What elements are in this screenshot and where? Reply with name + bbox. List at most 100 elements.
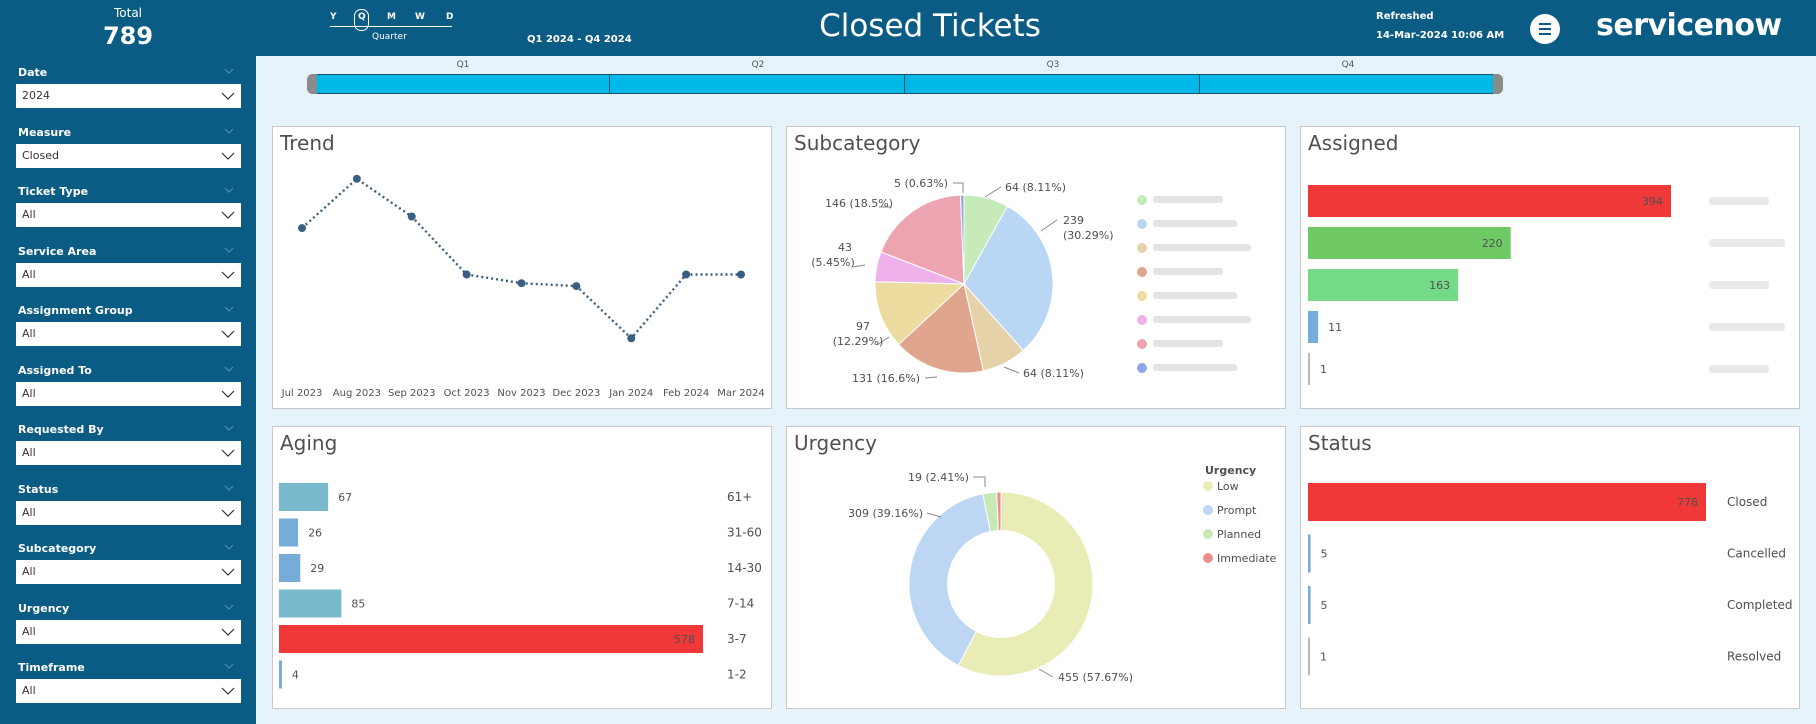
legend-marker[interactable] xyxy=(1203,553,1213,563)
filter-select-subcategory[interactable]: All xyxy=(16,560,241,584)
chevron-down-icon[interactable] xyxy=(224,126,234,136)
trend-point[interactable] xyxy=(572,282,581,291)
chevron-down-icon[interactable] xyxy=(224,483,234,493)
pie-slice[interactable] xyxy=(959,194,965,285)
filter-select-measure[interactable]: Closed xyxy=(16,143,241,168)
legend-marker[interactable] xyxy=(1203,481,1213,491)
filter-select-requested-by[interactable]: All xyxy=(16,441,241,465)
legend-marker[interactable] xyxy=(1137,315,1147,325)
timeline-bar[interactable] xyxy=(307,74,1503,94)
filter-label: Assignment Group xyxy=(18,304,133,317)
filter-label: Ticket Type xyxy=(18,185,89,198)
assigned-bar[interactable] xyxy=(1308,269,1459,301)
chevron-down-icon[interactable] xyxy=(224,364,234,374)
assigned-bar[interactable] xyxy=(1308,353,1310,385)
status-bar[interactable] xyxy=(1308,483,1706,521)
granularity-month[interactable]: M xyxy=(387,12,396,22)
aging-bar[interactable] xyxy=(279,483,329,511)
legend-marker[interactable] xyxy=(1203,505,1213,515)
pie-slice[interactable] xyxy=(874,281,966,346)
pie-data-label: 64 (8.11%) xyxy=(1023,367,1084,380)
pie-slice[interactable] xyxy=(897,283,984,374)
urgency-legend-title: Urgency xyxy=(1205,464,1256,477)
assigned-bar[interactable] xyxy=(1308,311,1319,343)
trend-point[interactable] xyxy=(627,334,636,343)
pie-slice[interactable] xyxy=(963,205,1054,352)
status-bar[interactable] xyxy=(1308,586,1311,624)
pie-data-label: 309 (39.16%) xyxy=(848,507,923,520)
assigned-panel: Assigned 394 220 163 11 1 xyxy=(1300,126,1800,409)
filter-measure: Measure Closed xyxy=(0,126,256,184)
granularity-year[interactable]: Y xyxy=(330,12,337,22)
legend-marker[interactable] xyxy=(1137,219,1147,229)
legend-marker[interactable] xyxy=(1137,339,1147,349)
legend-marker[interactable] xyxy=(1137,195,1147,205)
aging-value-label: 4 xyxy=(292,669,299,682)
trend-point[interactable] xyxy=(517,279,526,288)
filter-select-ticket-type[interactable]: All xyxy=(16,203,241,227)
trend-point[interactable] xyxy=(462,270,471,279)
filter-select-assigned-to[interactable]: All xyxy=(16,381,241,406)
chevron-down-icon[interactable] xyxy=(224,185,234,195)
filter-value: All xyxy=(22,505,36,519)
aging-value-label: 67 xyxy=(338,491,352,504)
total-label: Total xyxy=(113,6,143,20)
subcategory-panel: Subcategory 64 (8.11%) 239 (30.29%) 64 (8.1… xyxy=(786,126,1286,409)
assigned-bar[interactable] xyxy=(1308,185,1671,217)
aging-bar[interactable] xyxy=(279,660,282,689)
chevron-down-icon[interactable] xyxy=(224,245,234,255)
chevron-down-icon xyxy=(221,211,235,219)
report-icon[interactable] xyxy=(1530,14,1560,44)
trend-point[interactable] xyxy=(298,224,306,233)
status-category-label: Closed xyxy=(1727,495,1767,509)
chevron-down-icon[interactable] xyxy=(224,304,234,314)
status-value-label: 778 xyxy=(1677,496,1698,509)
legend-marker[interactable] xyxy=(1137,243,1147,253)
status-bar[interactable] xyxy=(1308,534,1311,573)
assigned-redacted-name xyxy=(1709,365,1769,373)
pie-data-label: 239 xyxy=(1063,214,1084,227)
header: Total 789 Y Q M W D Quarter Q1 2024 - Q4… xyxy=(0,0,1816,56)
filter-select-assignment-group[interactable]: All xyxy=(16,322,241,346)
chevron-down-icon[interactable] xyxy=(224,423,234,433)
filter-select-service-area[interactable]: All xyxy=(16,262,241,287)
filter-value: All xyxy=(22,267,36,281)
chevron-down-icon[interactable] xyxy=(224,602,234,612)
aging-bar[interactable] xyxy=(279,589,342,618)
assigned-bar[interactable] xyxy=(1308,227,1511,259)
filter-select-urgency[interactable]: All xyxy=(16,619,241,644)
filter-select-date[interactable]: 2024 xyxy=(16,84,241,108)
chevron-down-icon xyxy=(221,152,235,160)
status-bar[interactable] xyxy=(1308,637,1310,676)
filter-select-status[interactable]: All xyxy=(16,500,241,525)
chevron-down-icon[interactable] xyxy=(224,66,234,76)
aging-bar[interactable] xyxy=(279,625,703,653)
granularity-quarter[interactable]: Q xyxy=(358,12,366,22)
trend-x-tick: Oct 2023 xyxy=(444,388,490,399)
trend-point[interactable] xyxy=(352,174,361,183)
timeline-end-handle[interactable] xyxy=(1493,74,1503,94)
filter-label: Status xyxy=(18,482,59,496)
aging-bar[interactable] xyxy=(279,518,299,547)
granularity-week[interactable]: W xyxy=(415,12,425,22)
filter-value: All xyxy=(22,565,36,578)
filter-value: 2024 xyxy=(22,89,50,102)
chevron-down-icon[interactable] xyxy=(224,661,234,671)
legend-marker[interactable] xyxy=(1137,267,1147,277)
legend-redacted-name xyxy=(1153,220,1237,227)
legend-marker[interactable] xyxy=(1137,363,1147,373)
trend-point[interactable] xyxy=(682,270,691,279)
legend-marker[interactable] xyxy=(1203,529,1213,539)
timeline-start-handle[interactable] xyxy=(307,74,317,94)
legend-marker[interactable] xyxy=(1137,291,1147,301)
aging-bar[interactable] xyxy=(279,554,301,582)
granularity-day[interactable]: D xyxy=(446,12,454,22)
filter-label: Assigned To xyxy=(18,363,92,377)
filter-select-timeframe[interactable]: All xyxy=(16,679,241,703)
pie-slice[interactable] xyxy=(880,194,965,285)
assigned-value-label: 394 xyxy=(1642,195,1663,208)
assigned-redacted-name xyxy=(1709,323,1785,331)
chevron-down-icon[interactable] xyxy=(224,542,234,552)
trend-point[interactable] xyxy=(737,270,745,279)
trend-point[interactable] xyxy=(407,212,416,221)
